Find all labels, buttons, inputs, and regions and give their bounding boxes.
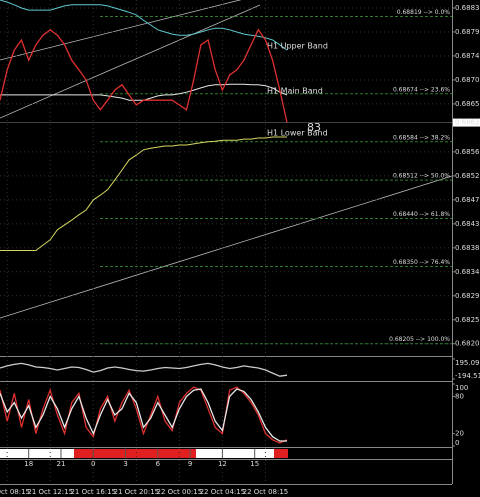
band-label: H1 Lower Band — [267, 128, 328, 137]
y-tick-label: 0.68655 — [455, 100, 480, 108]
trend-line — [0, 4, 261, 119]
y-tick-label: 0.68385 — [455, 244, 480, 252]
hour-label: 21 — [57, 460, 66, 468]
fib-label: 0.68512 --> 50.0% — [393, 173, 450, 180]
y-tick-label: 100 — [455, 384, 468, 392]
series-line — [0, 388, 287, 442]
y-tick-label: 0.68835 — [455, 4, 480, 12]
current-price-box — [453, 118, 480, 127]
x-tick-label: 21 Oct 20:15 — [113, 488, 159, 496]
annotation: 83 — [307, 121, 321, 134]
x-tick-label: 21 Oct 12:15 — [27, 488, 73, 496]
series-line — [0, 136, 287, 251]
hour-label: 9 — [188, 460, 192, 468]
fib-label: 0.68440 --> 61.8% — [393, 211, 450, 218]
trend-line — [0, 0, 242, 61]
current-price-label: 0.68620 — [455, 119, 480, 127]
fib-label: 0.68205 --> 100.0% — [389, 336, 450, 343]
series-line — [0, 28, 288, 123]
series-line — [0, 362, 288, 377]
hour-label: 15 — [250, 460, 259, 468]
fib-label: 0.68584 --> 38.2% — [393, 134, 450, 141]
x-tick-label: 22 Oct 08:15 — [243, 488, 289, 496]
hour-label: 12 — [218, 460, 227, 468]
fib-label: 0.68350 --> 76.4% — [393, 259, 450, 266]
y-tick-label: 0.68475 — [455, 196, 480, 204]
fib-label: 0.68819 --> 0.0% — [397, 9, 451, 16]
hour-label: 18 — [24, 460, 33, 468]
band-label: H1 Main Band — [267, 86, 323, 95]
x-tick-label: 22 Oct 00:15 — [157, 488, 203, 496]
y-tick-label: 0.68295 — [455, 292, 480, 300]
x-tick-label: 21 Oct 08:15 — [0, 488, 30, 496]
y-tick-label: 20 — [455, 430, 464, 438]
y-tick-label: 80 — [455, 392, 464, 400]
band-label: H1 Upper Band — [267, 42, 328, 51]
hour-label: 6 — [156, 460, 161, 468]
hour-label: 3 — [123, 460, 127, 468]
x-tick-label: 22 Oct 04:15 — [200, 488, 246, 496]
fib-label: 0.68674 --> 23.6% — [393, 86, 450, 93]
y-tick-label: 0.68745 — [455, 52, 480, 60]
y-tick-label: -194.510 — [455, 372, 480, 380]
series-line — [0, 0, 288, 51]
y-tick-label: 195.0936 — [455, 359, 480, 367]
status-bar-red — [274, 449, 288, 458]
y-tick-label: 0.68565 — [455, 148, 480, 156]
y-tick-label: 0.68205 — [455, 340, 480, 348]
x-tick-label: 21 Oct 16:15 — [70, 488, 116, 496]
status-bar-red — [74, 449, 196, 458]
y-tick-label: 0 — [455, 439, 459, 447]
hour-label: 0 — [91, 460, 95, 468]
